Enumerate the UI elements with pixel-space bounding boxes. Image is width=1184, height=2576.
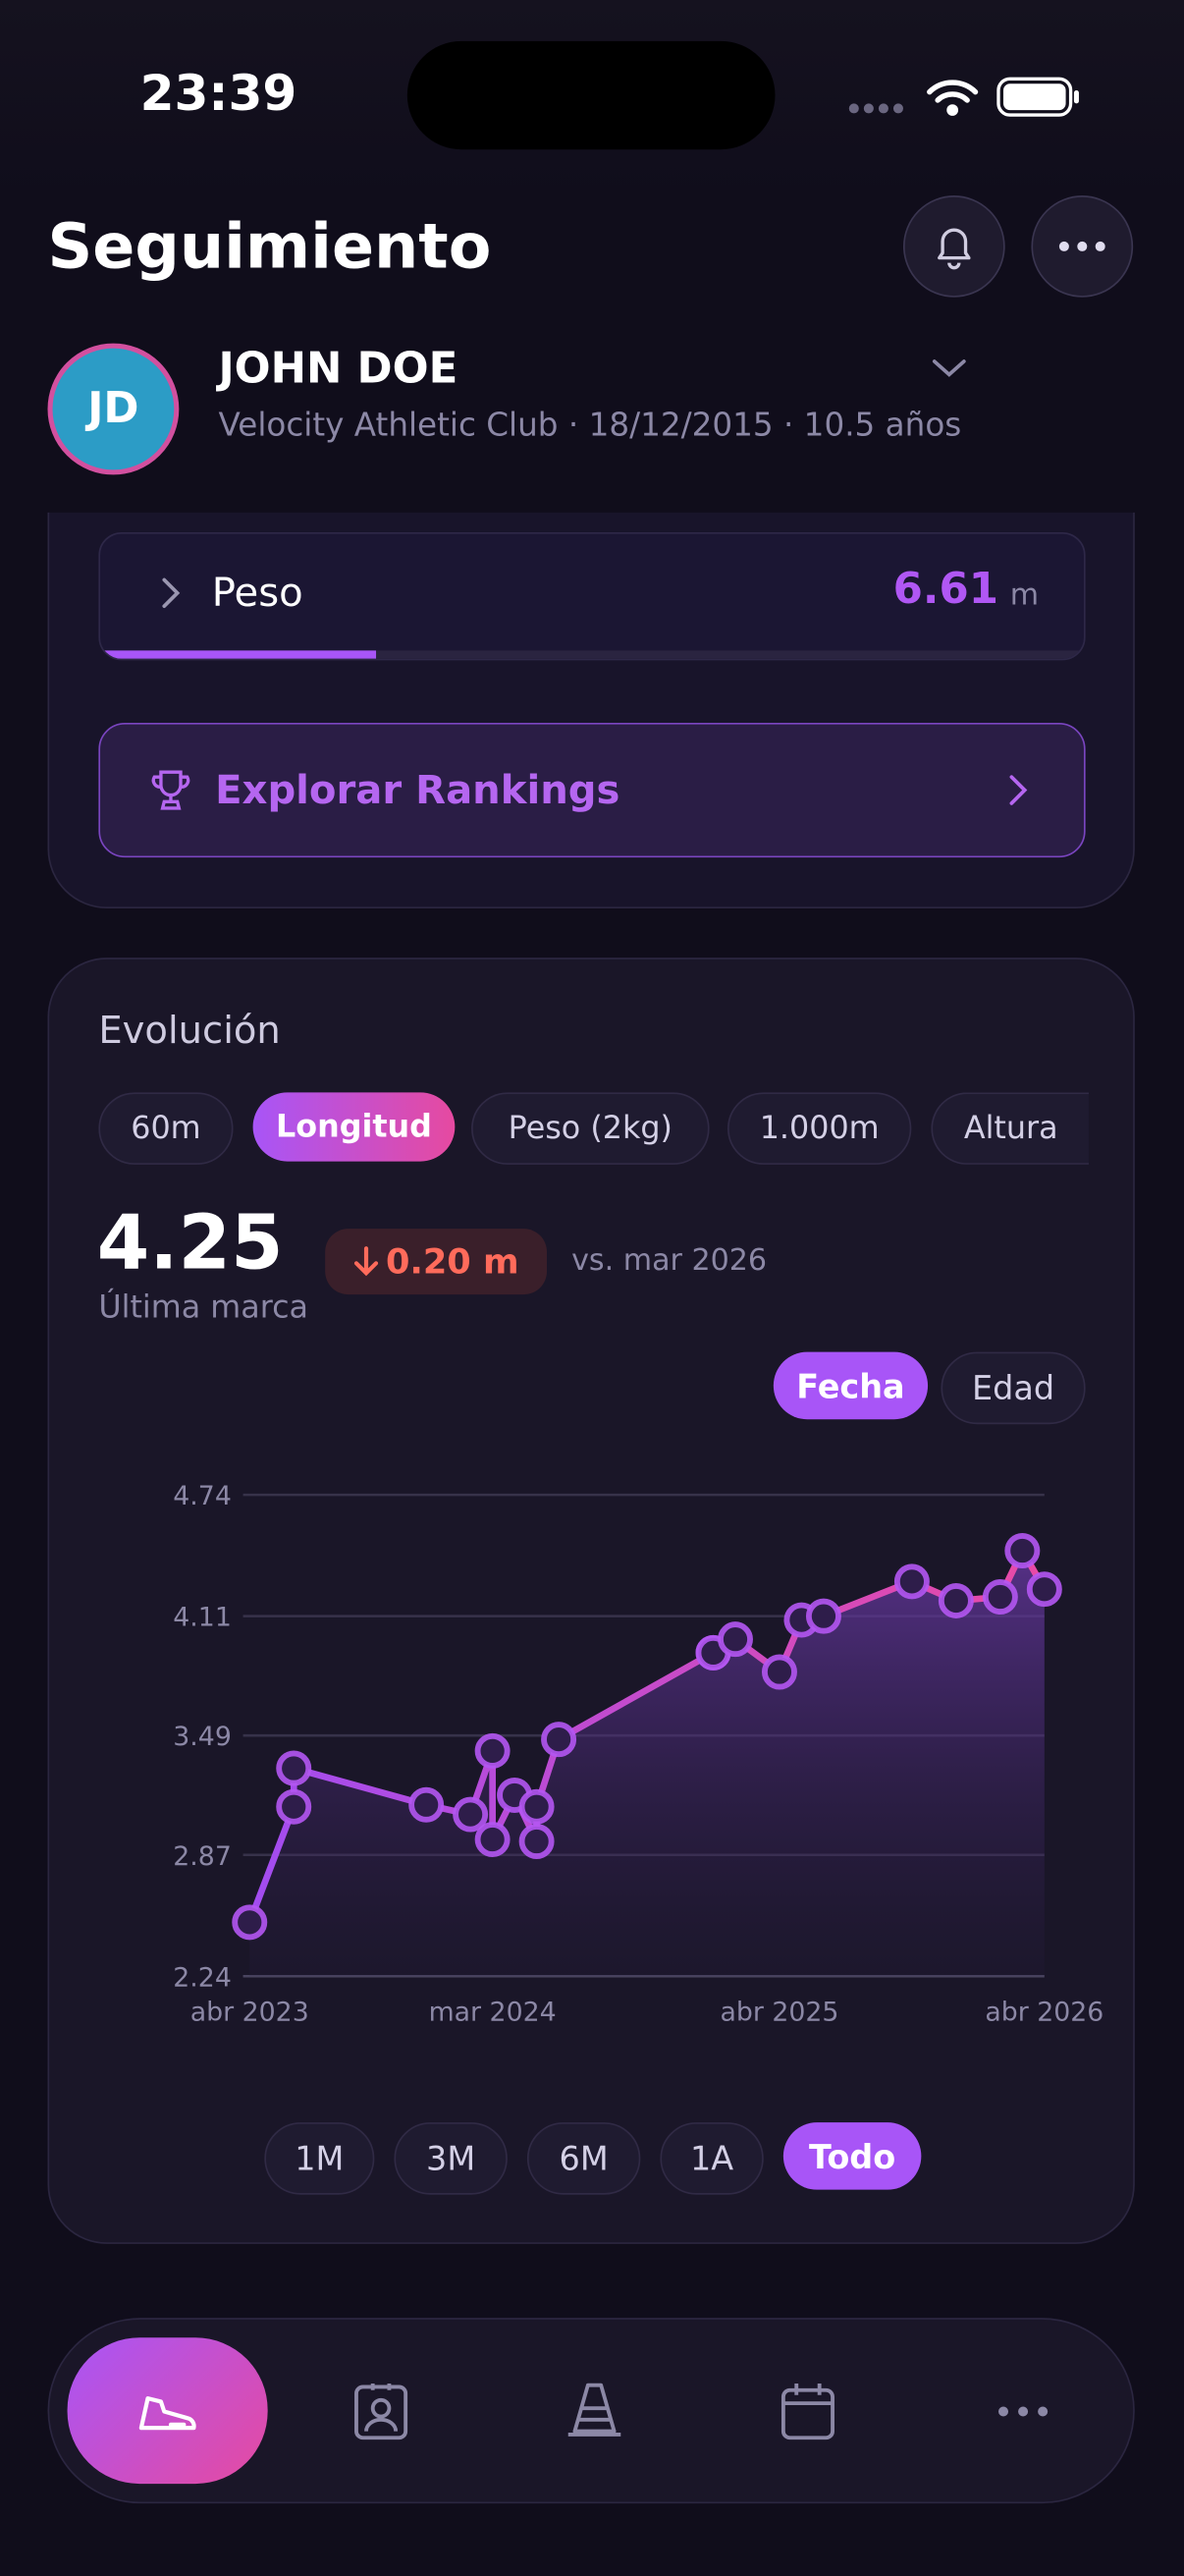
point [408, 1786, 445, 1823]
y-tick-label: 3.49 [173, 1722, 232, 1752]
y-tick-label: 2.87 [173, 1841, 232, 1872]
y-tick-label: 4.74 [173, 1481, 232, 1511]
point [805, 1598, 841, 1634]
point [453, 1796, 489, 1833]
shoe-icon [138, 2395, 196, 2430]
tab-active[interactable] [67, 2337, 268, 2485]
range-button[interactable]: 1M [264, 2122, 375, 2195]
down-arrow-icon [353, 1246, 379, 1277]
event-tab[interactable]: Longitud [252, 1092, 456, 1162]
point [938, 1582, 974, 1618]
point [541, 1722, 577, 1758]
point [232, 1904, 268, 1941]
point [893, 1563, 930, 1600]
event-tab[interactable]: Peso (2kg) [471, 1092, 710, 1165]
record-value: 6.61 [892, 565, 998, 615]
avatar-initials: JD [87, 384, 139, 434]
avatar[interactable]: JD [47, 343, 180, 475]
axis-mode-button[interactable]: Edad [941, 1351, 1086, 1425]
record-unit: m [1009, 577, 1040, 613]
area [249, 1551, 1045, 1977]
event-tab[interactable]: 60m [98, 1092, 234, 1165]
more-tab-icon[interactable] [996, 2401, 1051, 2421]
x-tick-label: abr 2025 [720, 1997, 838, 2027]
chevron-icon [162, 577, 181, 609]
status-time: 23:39 [139, 65, 297, 124]
point [1026, 1571, 1062, 1608]
point [1004, 1533, 1041, 1568]
cone-icon[interactable] [564, 2379, 626, 2444]
range-button[interactable]: 1A [660, 2122, 764, 2195]
point [761, 1654, 797, 1690]
latest-mark: 4.25 [96, 1197, 284, 1287]
x-tick-label: abr 2023 [190, 1997, 309, 2027]
more-icon [1058, 241, 1105, 251]
event-tab[interactable]: 1.000m [727, 1092, 912, 1165]
point [474, 1822, 511, 1858]
record-row[interactable] [98, 531, 1086, 661]
point [518, 1824, 555, 1859]
section-title: Evolución [98, 1010, 281, 1054]
point [982, 1579, 1018, 1616]
chart: 2.24 2.87 3.49 4.11 4.74 abr 2023 mar 2024 abr … [173, 1481, 1103, 2027]
trophy-icon [151, 770, 190, 810]
range-button[interactable]: Todo [782, 2122, 922, 2190]
x-tick-label: mar 2024 [429, 1997, 557, 2027]
profile-card-icon[interactable] [351, 2381, 410, 2443]
delta-badge: 0.20 m [325, 1229, 548, 1295]
progress-track [100, 650, 1084, 659]
point [518, 1788, 555, 1825]
point [276, 1750, 312, 1786]
point [474, 1732, 511, 1769]
y-tick-label: 2.24 [173, 1962, 232, 1993]
dropdown-icon[interactable] [930, 355, 969, 381]
more-button[interactable] [1031, 195, 1134, 298]
status-icons [848, 77, 1079, 117]
latest-caption: Última marca [98, 1289, 309, 1326]
axis-mode-button[interactable]: Fecha [773, 1351, 929, 1420]
progress-fill [100, 650, 377, 659]
record-label: Peso [211, 570, 303, 617]
notifications-button[interactable] [902, 195, 1005, 298]
y-tick-label: 4.11 [173, 1603, 232, 1633]
page-title: Seguimiento [47, 210, 492, 283]
notch [406, 40, 776, 150]
chevron-icon [1009, 775, 1028, 805]
x-tick-label: abr 2026 [985, 1997, 1103, 2027]
point [718, 1621, 753, 1658]
delta-reference: vs. mar 2026 [571, 1243, 768, 1279]
range-button[interactable]: 6M [526, 2122, 641, 2195]
delta-value: 0.20 m [386, 1241, 519, 1282]
athlete-subtitle: Velocity Athletic Club · 18/12/2015 · 10… [218, 406, 962, 444]
range-button[interactable]: 3M [394, 2122, 508, 2195]
athlete-name: JOHN DOE [218, 345, 458, 395]
rankings-label: Explorar Rankings [215, 767, 620, 813]
rankings-button[interactable] [98, 722, 1086, 858]
point [276, 1788, 312, 1825]
bell-icon [938, 228, 971, 270]
calendar-icon[interactable] [779, 2381, 837, 2443]
event-tab[interactable]: Altura [931, 1092, 1089, 1165]
